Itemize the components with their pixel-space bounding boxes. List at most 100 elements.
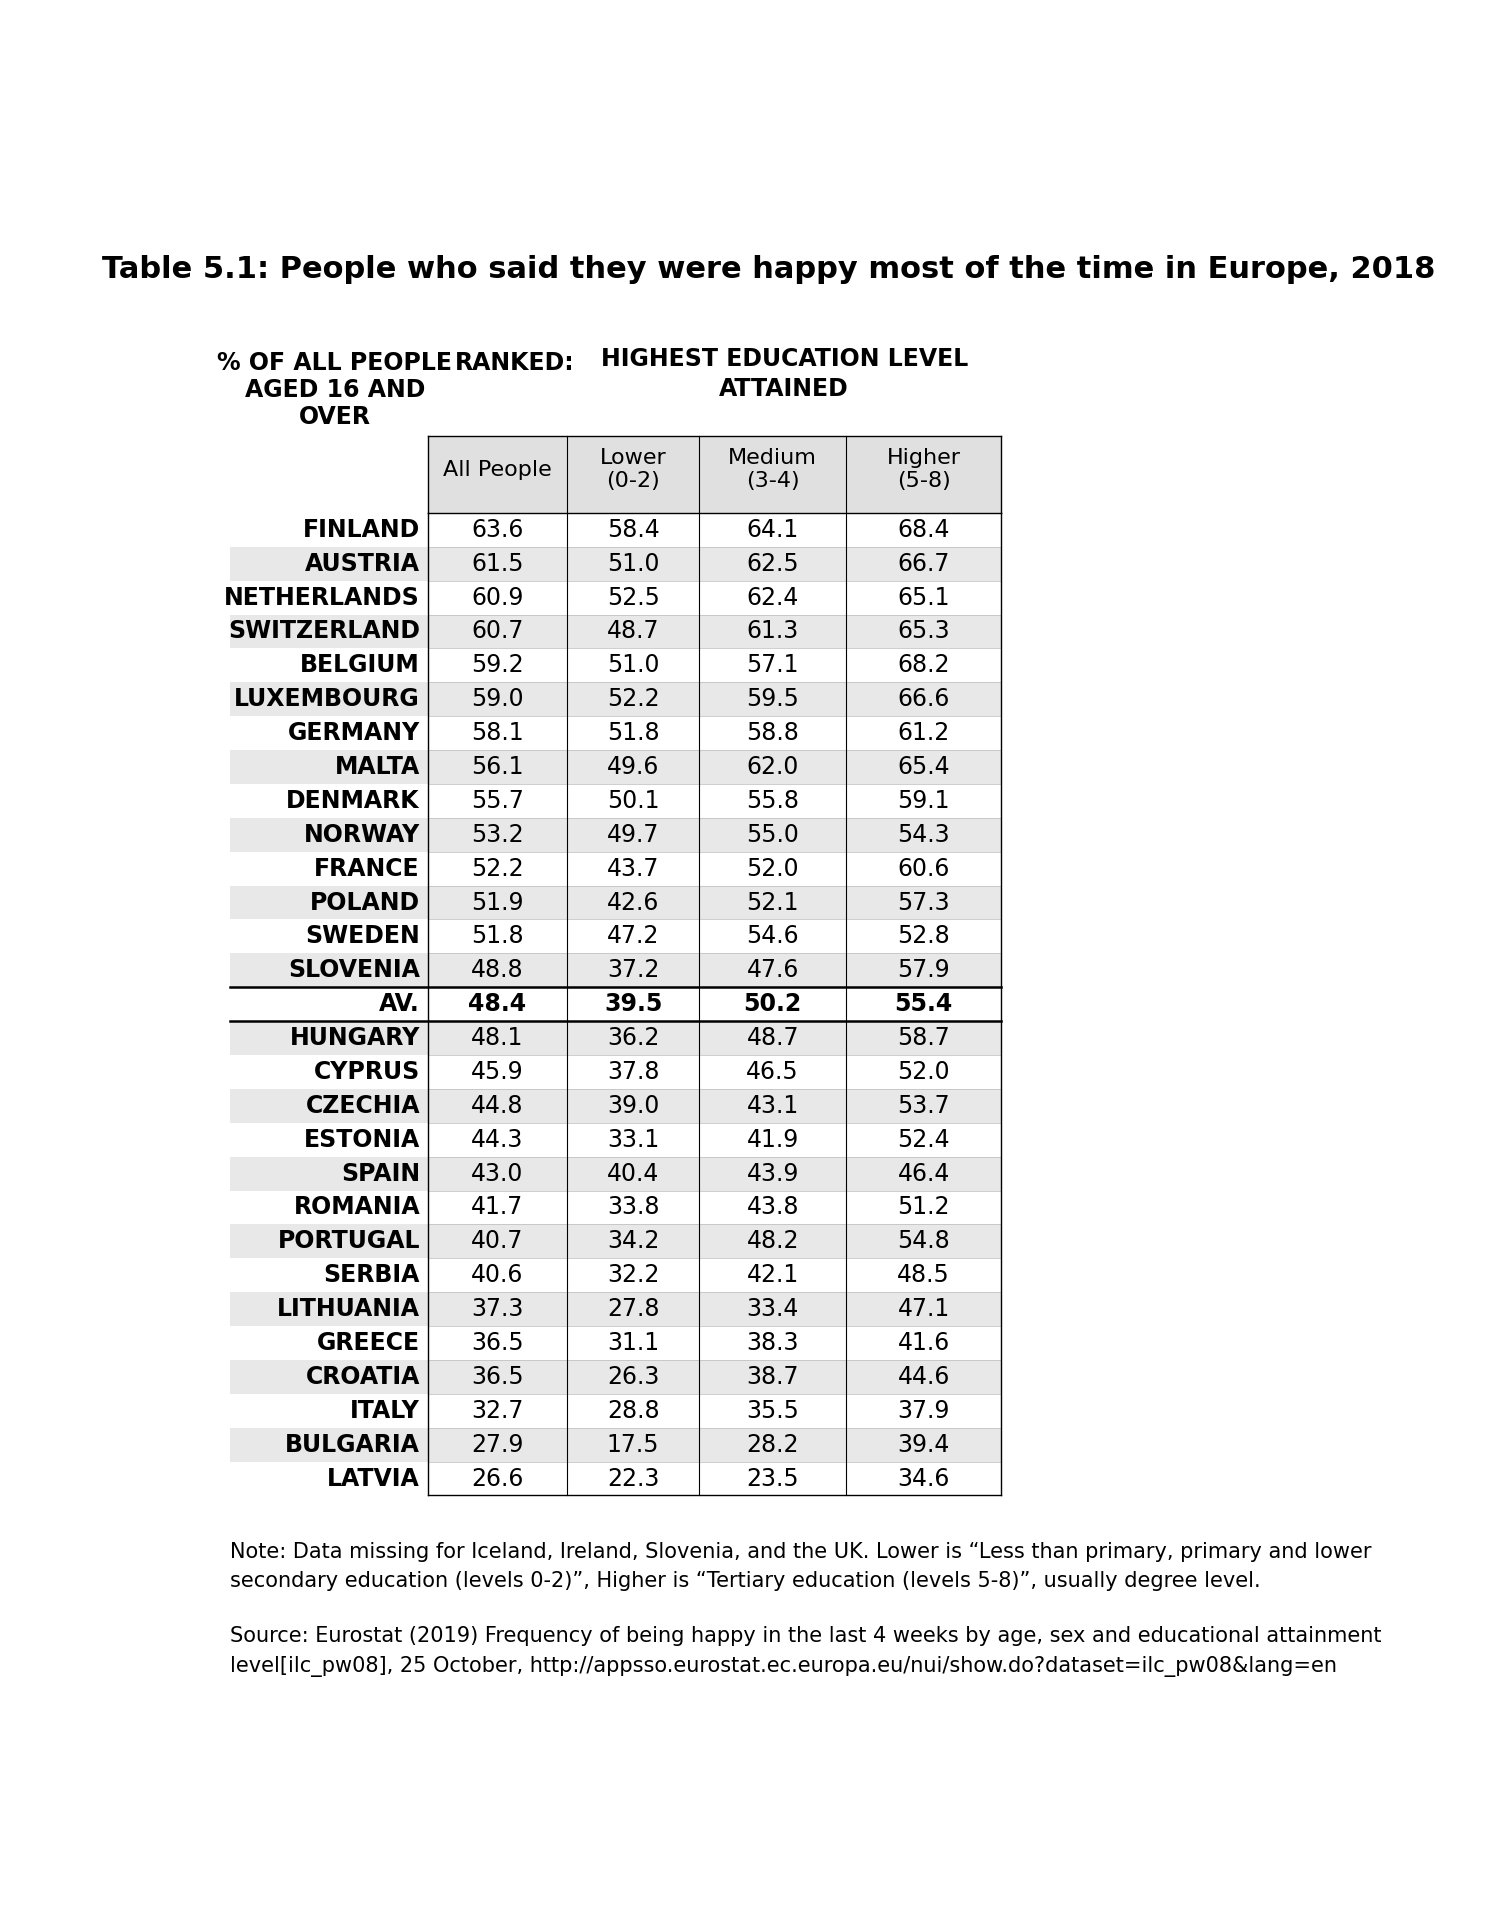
Text: 45.9: 45.9 — [471, 1060, 524, 1085]
Bar — [427, 1022, 1002, 1054]
Bar — [427, 1360, 1002, 1395]
Bar — [230, 1427, 428, 1462]
Text: 33.8: 33.8 — [608, 1196, 660, 1219]
Text: 27.8: 27.8 — [608, 1297, 660, 1322]
Text: 36.5: 36.5 — [471, 1331, 524, 1354]
Text: 31.1: 31.1 — [608, 1331, 658, 1354]
Bar — [427, 436, 1002, 513]
Text: 60.6: 60.6 — [897, 857, 950, 880]
Bar — [230, 953, 428, 987]
Text: 32.2: 32.2 — [608, 1263, 660, 1287]
Text: 48.4: 48.4 — [468, 993, 526, 1016]
Text: 57.9: 57.9 — [897, 958, 950, 981]
Text: 49.7: 49.7 — [608, 823, 660, 847]
Text: 36.5: 36.5 — [471, 1364, 524, 1389]
Bar — [230, 886, 428, 920]
Text: MALTA: MALTA — [334, 756, 420, 779]
Bar — [230, 683, 428, 715]
Text: 36.2: 36.2 — [608, 1025, 660, 1050]
Text: 35.5: 35.5 — [746, 1398, 800, 1423]
Text: 37.9: 37.9 — [897, 1398, 950, 1423]
Text: 34.6: 34.6 — [897, 1467, 950, 1490]
Text: 37.3: 37.3 — [471, 1297, 524, 1322]
Text: 37.2: 37.2 — [608, 958, 660, 981]
Text: Note: Data missing for Iceland, Ireland, Slovenia, and the UK. Lower is “Less th: Note: Data missing for Iceland, Ireland,… — [230, 1542, 1371, 1561]
Text: HUNGARY: HUNGARY — [290, 1025, 420, 1050]
Text: 43.8: 43.8 — [747, 1196, 800, 1219]
Bar — [230, 819, 428, 851]
Text: 65.4: 65.4 — [897, 756, 950, 779]
Text: 28.2: 28.2 — [747, 1433, 800, 1456]
Bar — [230, 1224, 428, 1259]
Text: 51.8: 51.8 — [471, 924, 524, 949]
Text: GREECE: GREECE — [316, 1331, 420, 1354]
Text: 52.1: 52.1 — [747, 891, 800, 914]
Bar — [427, 886, 1002, 920]
Text: 26.6: 26.6 — [471, 1467, 524, 1490]
Text: 48.7: 48.7 — [608, 620, 660, 643]
Text: ESTONIA: ESTONIA — [303, 1127, 420, 1152]
Text: 49.6: 49.6 — [608, 756, 660, 779]
Text: 63.6: 63.6 — [471, 518, 524, 541]
Text: 65.1: 65.1 — [897, 585, 950, 610]
Text: 52.2: 52.2 — [471, 857, 524, 880]
Text: 51.0: 51.0 — [608, 654, 660, 677]
Text: 53.7: 53.7 — [897, 1094, 950, 1117]
Text: 50.1: 50.1 — [608, 788, 660, 813]
Text: 68.4: 68.4 — [897, 518, 950, 541]
Bar — [230, 1088, 428, 1123]
Text: CYPRUS: CYPRUS — [314, 1060, 420, 1085]
Text: 62.0: 62.0 — [747, 756, 800, 779]
Text: SWITZERLAND: SWITZERLAND — [228, 620, 420, 643]
Text: 48.2: 48.2 — [747, 1230, 800, 1253]
Text: 52.2: 52.2 — [608, 687, 660, 712]
Bar — [427, 1088, 1002, 1123]
Text: 40.6: 40.6 — [471, 1263, 524, 1287]
Text: 57.1: 57.1 — [747, 654, 800, 677]
Text: 54.8: 54.8 — [897, 1230, 950, 1253]
Text: 58.7: 58.7 — [897, 1025, 950, 1050]
Text: 37.8: 37.8 — [608, 1060, 660, 1085]
Text: 56.1: 56.1 — [471, 756, 524, 779]
Text: 28.8: 28.8 — [608, 1398, 660, 1423]
Text: 62.5: 62.5 — [747, 551, 800, 576]
Text: 59.5: 59.5 — [746, 687, 800, 712]
Bar — [427, 819, 1002, 851]
Text: ATTAINED: ATTAINED — [720, 377, 849, 400]
Bar — [427, 1291, 1002, 1326]
Bar — [230, 1291, 428, 1326]
Text: CZECHIA: CZECHIA — [306, 1094, 420, 1117]
Text: 59.2: 59.2 — [471, 654, 524, 677]
Text: 52.0: 52.0 — [747, 857, 800, 880]
Text: 47.2: 47.2 — [608, 924, 660, 949]
Text: 55.8: 55.8 — [746, 788, 800, 813]
Text: 38.7: 38.7 — [747, 1364, 800, 1389]
Text: 44.8: 44.8 — [471, 1094, 524, 1117]
Text: FINLAND: FINLAND — [303, 518, 420, 541]
Text: 42.1: 42.1 — [747, 1263, 798, 1287]
Text: 50.2: 50.2 — [744, 993, 801, 1016]
Text: PORTUGAL: PORTUGAL — [278, 1230, 420, 1253]
Text: FRANCE: FRANCE — [315, 857, 420, 880]
Text: 39.5: 39.5 — [604, 993, 663, 1016]
Text: 61.2: 61.2 — [897, 721, 950, 746]
Text: SLOVENIA: SLOVENIA — [288, 958, 420, 981]
Text: 55.4: 55.4 — [894, 993, 952, 1016]
Text: 44.3: 44.3 — [471, 1127, 524, 1152]
Text: 33.4: 33.4 — [747, 1297, 800, 1322]
Text: 52.4: 52.4 — [897, 1127, 950, 1152]
Text: CROATIA: CROATIA — [306, 1364, 420, 1389]
Text: 32.7: 32.7 — [471, 1398, 524, 1423]
Text: 17.5: 17.5 — [608, 1433, 660, 1456]
Bar — [427, 1427, 1002, 1462]
Bar — [427, 953, 1002, 987]
Text: 27.9: 27.9 — [471, 1433, 524, 1456]
Text: 59.0: 59.0 — [471, 687, 524, 712]
Text: GERMANY: GERMANY — [288, 721, 420, 746]
Bar — [230, 547, 428, 582]
Text: 42.6: 42.6 — [608, 891, 660, 914]
Text: 43.9: 43.9 — [747, 1161, 800, 1186]
Text: Source: Eurostat (2019) Frequency of being happy in the last 4 weeks by age, sex: Source: Eurostat (2019) Frequency of bei… — [230, 1626, 1382, 1647]
Text: 60.7: 60.7 — [471, 620, 524, 643]
Text: % OF ALL PEOPLE: % OF ALL PEOPLE — [217, 352, 453, 375]
